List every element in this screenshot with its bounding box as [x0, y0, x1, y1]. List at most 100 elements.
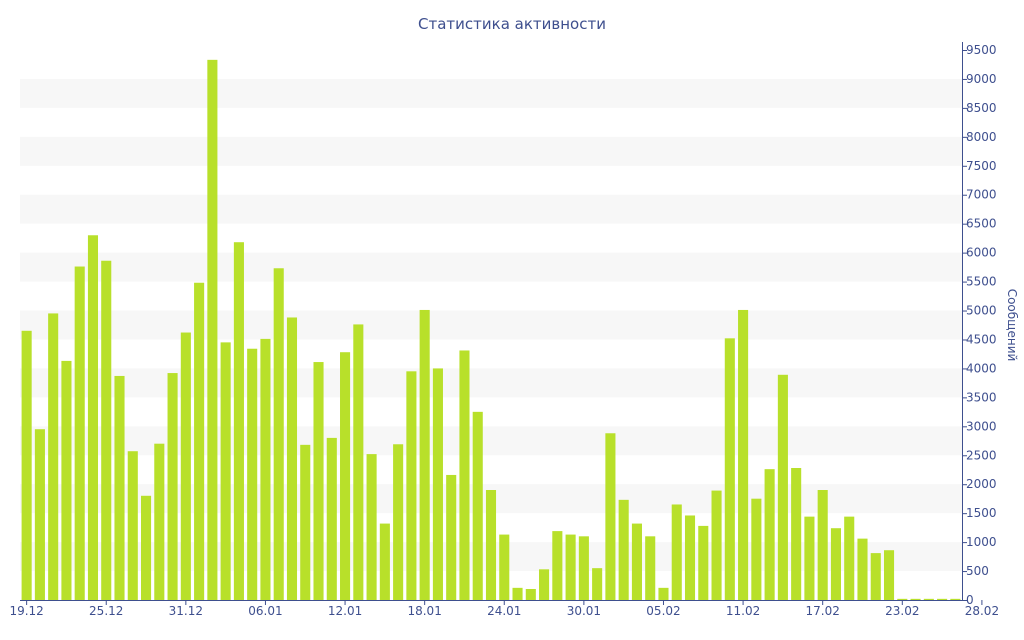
- bar: [645, 536, 656, 600]
- x-tick-label: 30.01: [567, 604, 601, 618]
- bar: [870, 553, 881, 600]
- bar: [340, 352, 351, 600]
- x-tick-label: 06.01: [248, 604, 282, 618]
- chart-title: Статистика активности: [418, 15, 606, 33]
- grid-band: [20, 194, 962, 224]
- bar: [937, 598, 948, 600]
- y-tick-label: 7000: [966, 188, 997, 202]
- y-tick-label: 5500: [966, 275, 997, 289]
- y-tick-label: 500: [966, 564, 989, 578]
- x-tick-label: 12.01: [328, 604, 362, 618]
- y-tick-label: 2000: [966, 477, 997, 491]
- x-tick-label: 24.01: [487, 604, 521, 618]
- bar: [485, 490, 497, 600]
- y-tick-label: 2500: [966, 448, 997, 462]
- x-tick-label: 31.12: [169, 604, 203, 618]
- bar: [247, 348, 258, 600]
- bar: [446, 474, 457, 600]
- bar: [777, 374, 788, 600]
- x-tick-label: 25.12: [89, 604, 123, 618]
- bar: [260, 338, 271, 600]
- x-tick-label: 11.02: [726, 604, 760, 618]
- grid-band: [20, 136, 962, 166]
- y-tick-label: 5000: [966, 304, 997, 318]
- bar: [459, 350, 470, 600]
- bar: [326, 437, 337, 600]
- bar: [618, 499, 629, 600]
- x-tick-label: 19.12: [9, 604, 43, 618]
- bar: [512, 587, 523, 600]
- grid-band: [20, 368, 962, 398]
- bar: [897, 598, 908, 600]
- bar: [48, 313, 59, 600]
- grid-band: [20, 252, 962, 282]
- bar: [751, 498, 762, 600]
- bar: [738, 309, 749, 600]
- x-tick-label: 18.01: [407, 604, 441, 618]
- bars: [21, 59, 961, 601]
- bar: [724, 338, 735, 600]
- y-tick-label: 0: [966, 593, 974, 607]
- y-tick-label: 3500: [966, 390, 997, 404]
- y-tick-label: 7500: [966, 159, 997, 173]
- y-tick-label: 9500: [966, 43, 997, 57]
- y-tick-label: 6000: [966, 246, 997, 260]
- bar: [658, 587, 669, 600]
- bar: [910, 598, 921, 600]
- bar: [844, 516, 855, 600]
- bar: [830, 528, 841, 600]
- bar: [857, 538, 868, 600]
- y-tick-label: 9000: [966, 72, 997, 86]
- bar: [114, 375, 125, 600]
- bar: [698, 525, 709, 600]
- bar: [950, 598, 961, 600]
- bar: [233, 242, 244, 601]
- y-tick-label: 4000: [966, 361, 997, 375]
- bar: [353, 324, 364, 600]
- bar: [101, 260, 112, 600]
- bar: [592, 568, 603, 600]
- bar: [207, 59, 218, 601]
- bar: [791, 468, 802, 600]
- bar: [711, 490, 722, 600]
- bar: [578, 536, 589, 600]
- y-tick-label: 6500: [966, 217, 997, 231]
- bar: [406, 371, 417, 600]
- bar: [432, 368, 443, 600]
- bar: [804, 516, 815, 600]
- x-tick-label: 23.02: [885, 604, 919, 618]
- bar: [393, 444, 404, 600]
- bar: [817, 490, 828, 600]
- bar: [194, 282, 205, 600]
- bar: [220, 342, 231, 600]
- x-tick-label: 05.02: [646, 604, 680, 618]
- bar: [631, 523, 642, 600]
- bar: [273, 268, 284, 600]
- bar: [167, 373, 178, 600]
- bar: [525, 589, 536, 600]
- bar: [883, 550, 895, 600]
- bar: [313, 362, 324, 600]
- y-tick-label: 8500: [966, 101, 997, 115]
- y-tick-label: 1500: [966, 506, 997, 520]
- y-tick-label: 8000: [966, 130, 997, 144]
- bar: [127, 451, 138, 600]
- bar: [141, 495, 152, 600]
- bar: [87, 235, 99, 600]
- x-tick-label: 28.02: [965, 604, 999, 618]
- bar: [21, 330, 32, 600]
- y-axis-title: Сообщений: [1005, 289, 1019, 362]
- bar: [565, 534, 576, 600]
- bar: [764, 469, 775, 600]
- bar: [74, 266, 85, 600]
- bar: [472, 411, 483, 600]
- bar: [154, 443, 165, 600]
- y-tick-label: 4500: [966, 332, 997, 346]
- bar: [61, 360, 72, 600]
- bar: [605, 433, 616, 600]
- grid-band: [20, 310, 962, 340]
- y-tick-label: 1000: [966, 535, 997, 549]
- bar: [923, 598, 934, 600]
- bar: [539, 569, 550, 600]
- grid-band: [20, 78, 962, 108]
